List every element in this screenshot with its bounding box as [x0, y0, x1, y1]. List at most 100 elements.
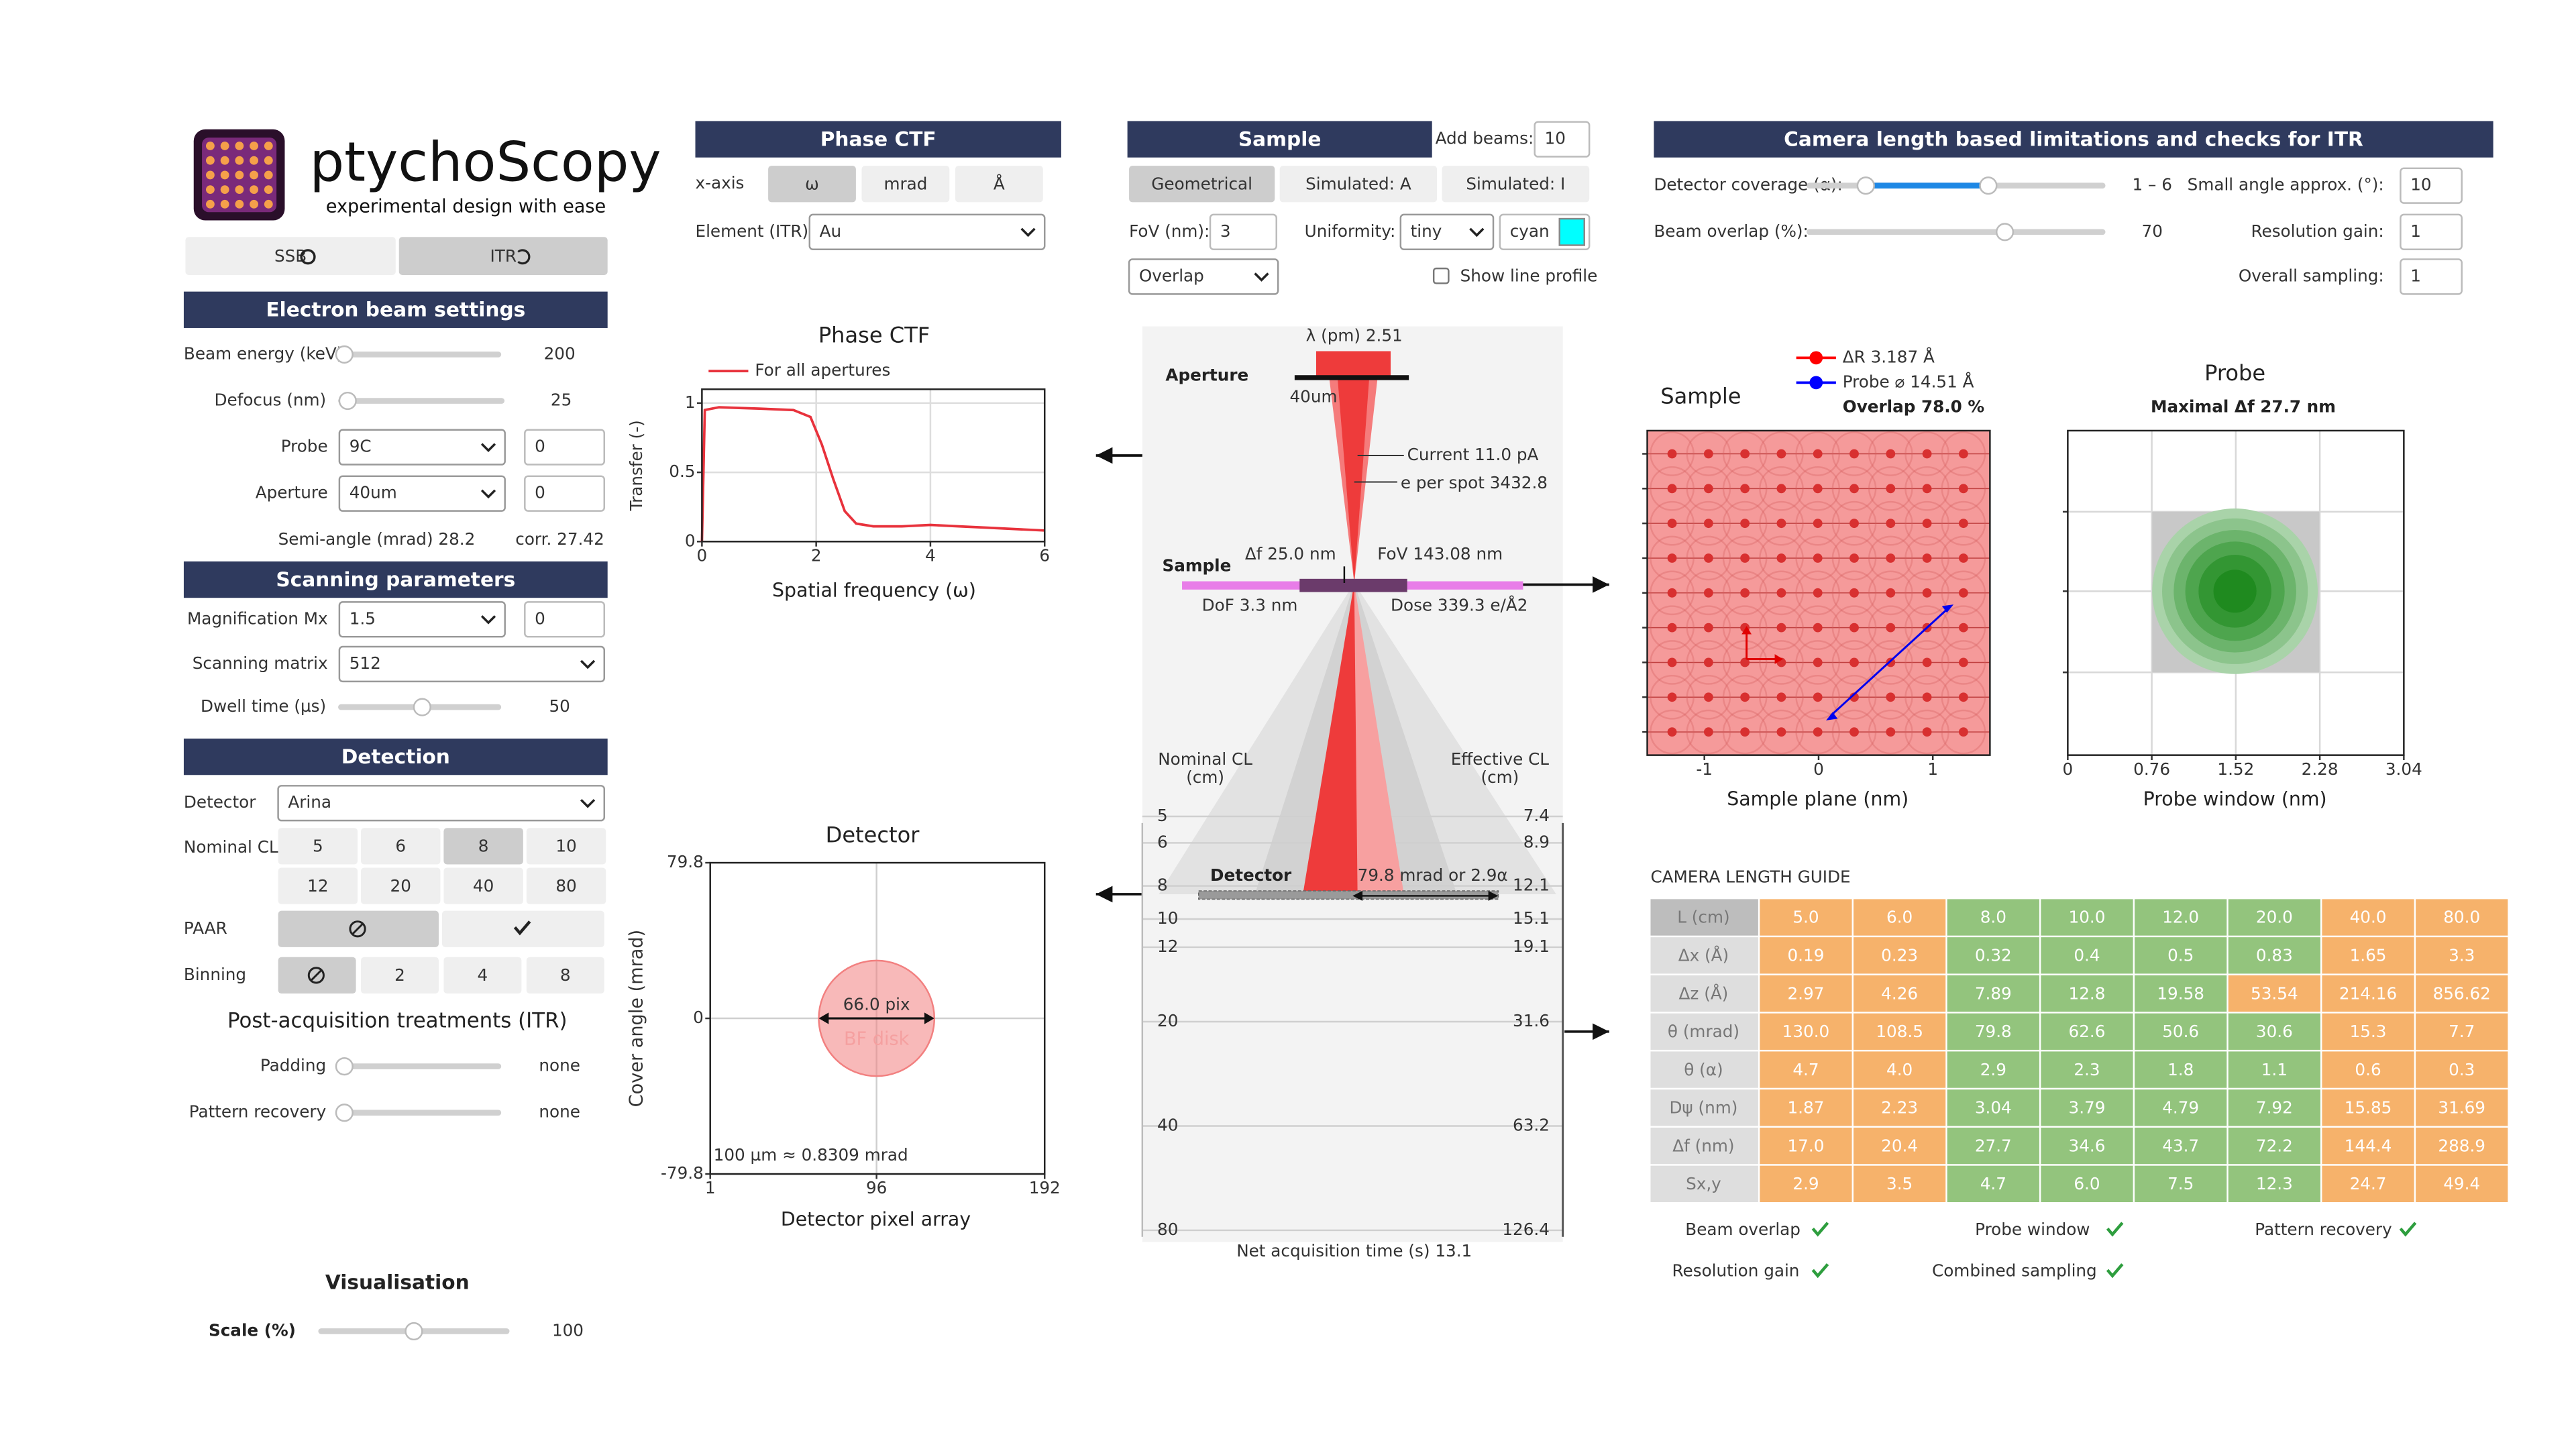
legend-label: For all apertures	[755, 360, 890, 380]
binning-button[interactable]	[526, 957, 604, 994]
label: (cm)	[1186, 767, 1224, 787]
slider-knob[interactable]	[1856, 176, 1875, 195]
dropdown-value: Overlap	[1139, 266, 1204, 285]
logo-dot	[250, 142, 258, 150]
input-box[interactable]	[2400, 258, 2463, 295]
dropdown[interactable]	[338, 601, 506, 638]
probe-outline	[1941, 431, 1986, 476]
cell-value: 856.62	[2433, 983, 2491, 1003]
slider-knob[interactable]	[1979, 176, 1998, 195]
button-label: 6	[395, 837, 406, 856]
button-label: 8	[560, 965, 571, 985]
axis-button[interactable]	[861, 166, 950, 203]
binning-button[interactable]	[360, 957, 439, 994]
mode-tab[interactable]	[185, 237, 396, 275]
dropdown[interactable]	[1128, 258, 1279, 295]
input-box[interactable]	[1534, 121, 1591, 158]
subsection-title: Post-acquisition treatments (ITR)	[227, 1008, 568, 1032]
probe-position	[1922, 484, 1932, 494]
row-header	[1650, 1089, 1758, 1126]
probe-outline	[1686, 570, 1731, 616]
table-cell	[2322, 899, 2414, 936]
color-swatch[interactable]	[1558, 217, 1585, 246]
logo-dot	[220, 185, 229, 195]
cl-button[interactable]	[526, 828, 606, 865]
dropdown[interactable]	[338, 429, 506, 466]
label: Scanning matrix	[193, 653, 328, 673]
input-box[interactable]	[2400, 167, 2463, 204]
probe-outline	[1831, 466, 1877, 511]
cell-value: 1.87	[1787, 1098, 1824, 1118]
cl-button[interactable]	[443, 828, 523, 865]
input-box[interactable]	[2400, 213, 2463, 250]
probe-outline	[1868, 674, 1913, 720]
probe-position	[1958, 588, 1968, 598]
binning-button[interactable]	[443, 957, 522, 994]
axis-button[interactable]	[955, 166, 1043, 203]
disk-name: BF disk	[844, 1029, 910, 1050]
cell-value: 3.3	[2449, 946, 2475, 965]
input-box[interactable]	[524, 429, 606, 466]
probe-outline	[1868, 709, 1913, 755]
slider-knob[interactable]	[335, 1104, 354, 1122]
probe-outline	[1650, 500, 1695, 546]
cl-button[interactable]	[278, 867, 358, 904]
probe-outline	[1686, 431, 1731, 476]
label: Probe	[281, 437, 328, 456]
arrow-head	[1593, 1023, 1609, 1040]
slider-knob[interactable]	[1996, 223, 2015, 241]
cl-button[interactable]	[278, 828, 358, 865]
axis-button[interactable]	[768, 166, 856, 203]
cl-button[interactable]	[360, 828, 441, 865]
sample-mode[interactable]	[1442, 166, 1590, 203]
input-box[interactable]	[524, 601, 606, 638]
button-label: 12	[307, 876, 328, 896]
cl-button[interactable]	[526, 867, 606, 904]
logo-dot	[235, 185, 244, 195]
probe-position	[1849, 692, 1859, 702]
row-label: Δx (Å)	[1678, 946, 1729, 965]
table-cell	[2228, 1127, 2320, 1165]
chart-title: Probe	[2204, 360, 2265, 386]
table-cell	[2416, 1127, 2508, 1165]
cl-button[interactable]	[360, 867, 441, 904]
dropdown[interactable]	[338, 475, 506, 512]
label: FoV 143.08 nm	[1377, 544, 1503, 564]
probe-position	[1667, 588, 1677, 598]
probe-outline	[1795, 466, 1841, 511]
probe-position	[1703, 657, 1713, 667]
checkbox[interactable]	[1432, 267, 1450, 284]
table-cell	[2041, 937, 2133, 974]
table-cell	[1760, 1127, 1852, 1165]
dropdown[interactable]	[808, 213, 1046, 250]
slider-knob[interactable]	[335, 345, 354, 364]
dropdown[interactable]	[338, 645, 606, 683]
input-box[interactable]	[524, 475, 606, 512]
sample-mode[interactable]	[1279, 166, 1438, 203]
probe-position	[1667, 484, 1677, 494]
probe-position	[1703, 519, 1713, 529]
mode-tab[interactable]	[398, 237, 608, 275]
cell-value: 0.3	[2449, 1060, 2475, 1079]
y-tick-label: 0	[685, 531, 696, 550]
nominal-cl-label: 80	[1157, 1220, 1178, 1239]
x-tick-label: 4	[925, 546, 936, 566]
dropdown[interactable]	[277, 785, 606, 822]
dropdown-value: 9C	[350, 437, 372, 456]
table-cell	[2135, 1089, 2227, 1126]
cl-button[interactable]	[443, 867, 523, 904]
slider-knob[interactable]	[405, 1322, 423, 1341]
slider-knob[interactable]	[335, 1057, 354, 1076]
slider-knob[interactable]	[338, 391, 357, 411]
section-title: Phase CTF	[820, 127, 936, 150]
slider-knob[interactable]	[413, 698, 431, 716]
input-box[interactable]	[1209, 213, 1277, 250]
sample-mode[interactable]	[1129, 166, 1275, 203]
y-tick-label: 79.8	[667, 852, 704, 871]
cell-value: 7.92	[2256, 1098, 2293, 1118]
cell-value: 15.3	[2350, 1022, 2387, 1041]
dropdown[interactable]	[1399, 213, 1495, 250]
probe-position	[1958, 657, 1968, 667]
probe-position	[1813, 484, 1823, 494]
input-value: 0	[535, 608, 545, 628]
